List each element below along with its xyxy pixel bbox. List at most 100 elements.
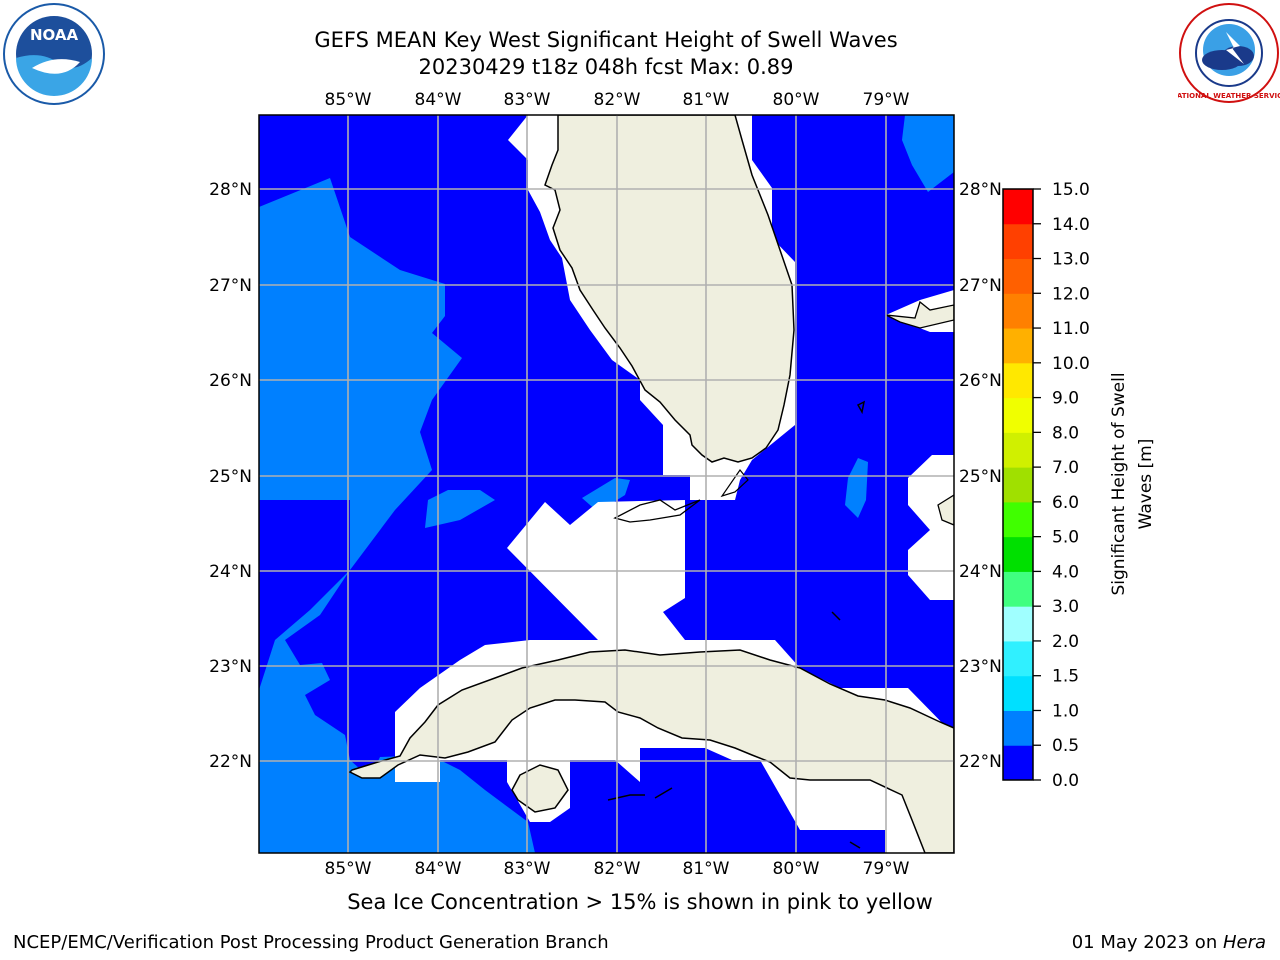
colorbar-segment bbox=[1003, 571, 1033, 607]
colorbar-segment bbox=[1003, 328, 1033, 364]
land-florida-keys bbox=[613, 499, 701, 523]
swell-contour-mid-patch bbox=[582, 478, 630, 512]
footer-date-text: 01 May 2023 on bbox=[1071, 932, 1223, 953]
lat-label-right: 27°N bbox=[959, 276, 1002, 296]
land-small-island bbox=[849, 841, 861, 849]
footer-machine: Hera bbox=[1222, 932, 1266, 953]
colorbar-segment bbox=[1003, 189, 1033, 225]
sea-ice-note: Sea Ice Concentration > 15% is shown in … bbox=[347, 890, 933, 914]
colorbar-segment bbox=[1003, 223, 1033, 260]
land-grand-bahama bbox=[885, 300, 954, 329]
lon-label-top: 80°W bbox=[773, 90, 820, 110]
colorbar-tick-label: 7.0 bbox=[1052, 458, 1079, 478]
colorbar-tick-label: 14.0 bbox=[1052, 215, 1090, 235]
colorbar-tick-label: 12.0 bbox=[1052, 284, 1090, 304]
colorbar-tick-label: 10.0 bbox=[1052, 354, 1090, 374]
lon-label-bottom: 80°W bbox=[773, 859, 820, 879]
colorbar-tick-label: 5.0 bbox=[1052, 528, 1079, 548]
lat-label-left: 22°N bbox=[209, 752, 252, 772]
swell-contour-mid-west bbox=[259, 178, 535, 853]
nws-logo: NATIONAL WEATHER SERVICE bbox=[1178, 3, 1280, 103]
colorbar-tick-label: 6.0 bbox=[1052, 493, 1079, 513]
lon-label-top: 81°W bbox=[683, 90, 730, 110]
colorbar-segment bbox=[1003, 536, 1033, 572]
land-small-island bbox=[831, 611, 841, 621]
colorbar-segment bbox=[1003, 397, 1033, 433]
colorbar-segment bbox=[1003, 501, 1033, 538]
lon-label-top: 84°W bbox=[415, 90, 462, 110]
land-cuba bbox=[348, 649, 954, 853]
lon-label-bottom: 79°W bbox=[863, 859, 910, 879]
swell-contour-mid-patch bbox=[845, 458, 868, 518]
lat-label-left: 23°N bbox=[209, 657, 252, 677]
nws-logo-text: NATIONAL WEATHER SERVICE bbox=[1178, 92, 1280, 100]
lon-label-top: 85°W bbox=[325, 90, 372, 110]
land-isla-juventud bbox=[511, 764, 569, 813]
colorbar-tick-label: 8.0 bbox=[1052, 423, 1079, 443]
colorbar-label-line1: Significant Height of Swell bbox=[1109, 372, 1129, 595]
colorbar-segment bbox=[1003, 258, 1033, 294]
nodata-region-bahamas bbox=[908, 455, 954, 600]
land-small-island bbox=[654, 787, 673, 799]
colorbar-frame bbox=[1002, 188, 1034, 781]
lon-label-top: 83°W bbox=[504, 90, 551, 110]
lon-label-bottom: 84°W bbox=[415, 859, 462, 879]
chart-title-line2: 20230429 t18z 048h fcst Max: 0.89 bbox=[418, 55, 794, 79]
noaa-logo-text: NOAA bbox=[30, 26, 79, 44]
colorbar-tick-label: 9.0 bbox=[1052, 389, 1079, 409]
lat-label-right: 25°N bbox=[959, 467, 1002, 487]
colorbar bbox=[1003, 189, 1033, 781]
lat-label-right: 23°N bbox=[959, 657, 1002, 677]
lon-label-bottom: 81°W bbox=[683, 859, 730, 879]
swell-contour-mid-patch bbox=[425, 490, 495, 528]
lat-label-left: 26°N bbox=[209, 371, 252, 391]
land-andros bbox=[937, 494, 954, 526]
colorbar-tick-label: 13.0 bbox=[1052, 250, 1090, 270]
lon-label-bottom: 83°W bbox=[504, 859, 551, 879]
map-plot-area bbox=[259, 115, 954, 853]
colorbar-segment bbox=[1003, 640, 1033, 677]
lat-label-right: 24°N bbox=[959, 562, 1002, 582]
lat-label-left: 24°N bbox=[209, 562, 252, 582]
colorbar-segment bbox=[1003, 362, 1033, 399]
lon-label-top: 79°W bbox=[863, 90, 910, 110]
swell-contour-mid-patch bbox=[902, 115, 954, 192]
lat-label-left: 25°N bbox=[209, 467, 252, 487]
land-florida bbox=[544, 115, 795, 463]
colorbar-tick-label: 4.0 bbox=[1052, 562, 1079, 582]
lat-label-right: 22°N bbox=[959, 752, 1002, 772]
colorbar-label-line2: Waves [m] bbox=[1136, 439, 1156, 530]
colorbar-tick-label: 0.0 bbox=[1052, 771, 1079, 791]
lon-label-top: 82°W bbox=[594, 90, 641, 110]
colorbar-tick-label: 3.0 bbox=[1052, 597, 1079, 617]
colorbar-tick-label: 0.5 bbox=[1052, 736, 1079, 756]
colorbar-segment bbox=[1003, 745, 1033, 781]
land-small-island bbox=[856, 400, 866, 415]
lon-label-bottom: 85°W bbox=[325, 859, 372, 879]
colorbar-tick-label: 11.0 bbox=[1052, 319, 1090, 339]
noaa-logo: NOAA bbox=[3, 3, 105, 105]
lat-label-right: 26°N bbox=[959, 371, 1002, 391]
colorbar-ticks: 15.0 14.0 13.0 12.0 11.0 10.0 9.0 8.0 7.0 6.0 5.0 4… bbox=[1033, 180, 1090, 791]
land-small-island bbox=[607, 794, 645, 801]
lat-label-left: 27°N bbox=[209, 276, 252, 296]
colorbar-segment bbox=[1003, 710, 1033, 746]
colorbar-segment bbox=[1003, 675, 1033, 711]
colorbar-tick-label: 1.5 bbox=[1052, 667, 1079, 687]
lat-label-right: 28°N bbox=[959, 180, 1002, 200]
map-gridlines bbox=[259, 115, 954, 853]
colorbar-tick-label: 15.0 bbox=[1052, 180, 1090, 200]
footer-credit: NCEP/EMC/Verification Post Processing Pr… bbox=[13, 932, 609, 953]
colorbar-segment bbox=[1003, 293, 1033, 329]
colorbar-tick-label: 2.0 bbox=[1052, 632, 1079, 652]
lon-label-bottom: 82°W bbox=[594, 859, 641, 879]
chart-title-line1: GEFS MEAN Key West Significant Height of… bbox=[314, 28, 898, 52]
colorbar-segment bbox=[1003, 606, 1033, 642]
colorbar-segment bbox=[1003, 467, 1033, 503]
footer-date: 01 May 2023 on Hera bbox=[1072, 932, 1266, 953]
colorbar-segment bbox=[1003, 432, 1033, 468]
colorbar-tick-label: 1.0 bbox=[1052, 701, 1079, 721]
lat-label-left: 28°N bbox=[209, 180, 252, 200]
map-frame bbox=[258, 114, 955, 854]
